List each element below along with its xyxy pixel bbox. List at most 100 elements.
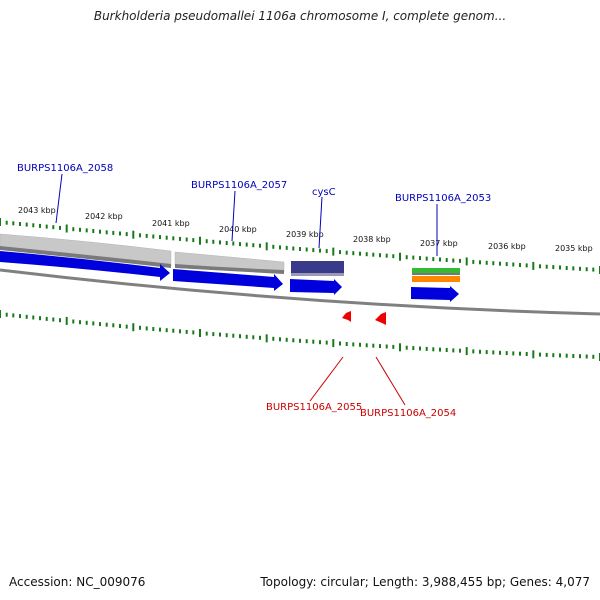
forward-scale-tick bbox=[79, 227, 81, 232]
forward-scale-tick bbox=[445, 258, 448, 262]
forward-scale-tick bbox=[505, 262, 508, 267]
forward-scale-tick bbox=[292, 246, 295, 251]
genome-backbone bbox=[0, 268, 600, 316]
forward-scale-tick bbox=[299, 247, 301, 251]
forward-scale-tick bbox=[12, 221, 15, 226]
accession-text: Accession: NC_009076 bbox=[9, 575, 146, 589]
forward-scale-tick bbox=[232, 241, 235, 246]
connector-cysc bbox=[318, 196, 323, 249]
forward-scale-tick bbox=[425, 256, 428, 261]
reverse-scale-tick bbox=[5, 312, 8, 317]
forward-scale-tick bbox=[565, 266, 568, 270]
forward-scale-tick bbox=[312, 248, 315, 253]
forward-scale-tick bbox=[199, 236, 201, 245]
reverse-scale-tick bbox=[19, 314, 21, 319]
reverse-scale-tick bbox=[225, 333, 228, 338]
forward-scale-tick bbox=[99, 229, 101, 234]
reverse-scale-tick bbox=[65, 316, 68, 325]
gene-band-2058-shadow bbox=[0, 246, 171, 268]
gene-label-cysc[interactable]: cysC bbox=[312, 187, 336, 198]
reverse-scale-tick bbox=[339, 341, 341, 346]
forward-scale-tick bbox=[352, 251, 355, 256]
forward-scale-tick bbox=[512, 262, 515, 267]
reverse-scale-tick bbox=[319, 340, 321, 345]
forward-scale-tick bbox=[372, 252, 375, 257]
gene-band-cysc-shadow bbox=[291, 273, 344, 276]
reverse-scale-tick bbox=[85, 320, 88, 325]
forward-scale-tick bbox=[139, 233, 141, 238]
reverse-scale-tick bbox=[485, 350, 488, 355]
reverse-scale-tick bbox=[472, 349, 475, 354]
cds-arrow-cysc[interactable] bbox=[290, 279, 342, 295]
forward-scale-tick bbox=[132, 230, 135, 239]
kbp-label-2036: 2036 kbp bbox=[488, 242, 526, 251]
forward-scale-tick bbox=[19, 222, 21, 226]
reverse-scale-tick bbox=[259, 335, 261, 340]
forward-scale-tick bbox=[345, 250, 348, 255]
forward-scale-tick bbox=[559, 265, 561, 270]
gene-band-cysc[interactable] bbox=[291, 261, 344, 274]
kbp-label-2039: 2039 kbp bbox=[286, 230, 324, 239]
reverse-scale-tick bbox=[492, 350, 495, 355]
reverse-scale-tick bbox=[0, 310, 1, 318]
forward-scale-tick bbox=[285, 245, 288, 250]
reverse-scale-tick bbox=[79, 320, 81, 325]
gene-label-2053[interactable]: BURPS1106A_2053 bbox=[395, 193, 491, 204]
reverse-scale-tick bbox=[452, 348, 455, 353]
reverse-scale-tick bbox=[412, 346, 415, 351]
reverse-scale-tick bbox=[305, 339, 308, 344]
gene-band-2053-green[interactable] bbox=[412, 268, 460, 273]
gene-label-2058[interactable]: BURPS1106A_2058 bbox=[17, 163, 113, 174]
reverse-scale-tick bbox=[405, 345, 408, 350]
forward-scale-tick bbox=[239, 242, 241, 247]
forward-scale-tick bbox=[52, 225, 55, 230]
forward-scale-tick bbox=[545, 264, 548, 269]
forward-scale-tick bbox=[385, 253, 388, 258]
reverse-scale-tick bbox=[372, 343, 375, 348]
forward-scale-tick bbox=[585, 267, 588, 272]
forward-scale-tick bbox=[405, 255, 408, 260]
gene-band-2053-orange[interactable] bbox=[412, 276, 460, 282]
gene-label-2057[interactable]: BURPS1106A_2057 bbox=[191, 180, 287, 191]
gene-band-2053-line bbox=[412, 273, 460, 275]
forward-scale-tick bbox=[572, 266, 575, 271]
kbp-label-2038: 2038 kbp bbox=[353, 235, 391, 244]
cds-arrow-2058[interactable] bbox=[0, 251, 170, 281]
forward-scale-tick bbox=[112, 230, 115, 235]
forward-scale-tick bbox=[165, 235, 168, 240]
forward-scale-tick bbox=[125, 232, 128, 237]
forward-scale-tick bbox=[359, 251, 361, 256]
reverse-cds-2055[interactable] bbox=[342, 311, 351, 322]
forward-scale-tick bbox=[185, 237, 188, 242]
kbp-label-2042: 2042 kbp bbox=[85, 212, 123, 221]
reverse-scale-tick bbox=[519, 351, 521, 356]
gene-label-2054[interactable]: BURPS1106A_2054 bbox=[360, 408, 456, 419]
forward-scale-tick bbox=[0, 218, 1, 226]
reverse-scale-tick bbox=[392, 344, 395, 349]
reverse-scale-tick bbox=[192, 330, 195, 335]
reverse-scale-tick bbox=[592, 354, 595, 359]
reverse-scale-tick bbox=[205, 331, 208, 336]
reverse-scale-tick bbox=[185, 329, 188, 334]
reverse-scale-tick bbox=[459, 348, 461, 353]
reverse-scale-tick bbox=[499, 350, 501, 355]
forward-scale-tick bbox=[365, 252, 368, 257]
reverse-scale-tick bbox=[572, 354, 575, 358]
reverse-cds-2054[interactable] bbox=[375, 312, 386, 325]
reverse-scale-tick bbox=[145, 326, 148, 331]
gene-label-2055[interactable]: BURPS1106A_2055 bbox=[266, 402, 362, 413]
reverse-scale-tick bbox=[385, 344, 388, 349]
forward-scale-tick bbox=[59, 225, 61, 230]
forward-scale-tick bbox=[519, 263, 521, 267]
reverse-scale-tick bbox=[25, 314, 28, 319]
reverse-scale-tick bbox=[265, 334, 268, 343]
cds-arrow-2057[interactable] bbox=[173, 269, 283, 291]
reverse-scale-tick bbox=[219, 332, 221, 337]
reverse-scale-tick bbox=[579, 354, 581, 359]
cds-arrow-2053[interactable] bbox=[411, 286, 459, 302]
reverse-scale-tick bbox=[512, 351, 515, 356]
reverse-scale-tick bbox=[432, 347, 435, 352]
forward-scale-tick bbox=[499, 261, 501, 266]
reverse-scale-tick bbox=[345, 342, 348, 346]
forward-scale-tick bbox=[319, 248, 321, 253]
